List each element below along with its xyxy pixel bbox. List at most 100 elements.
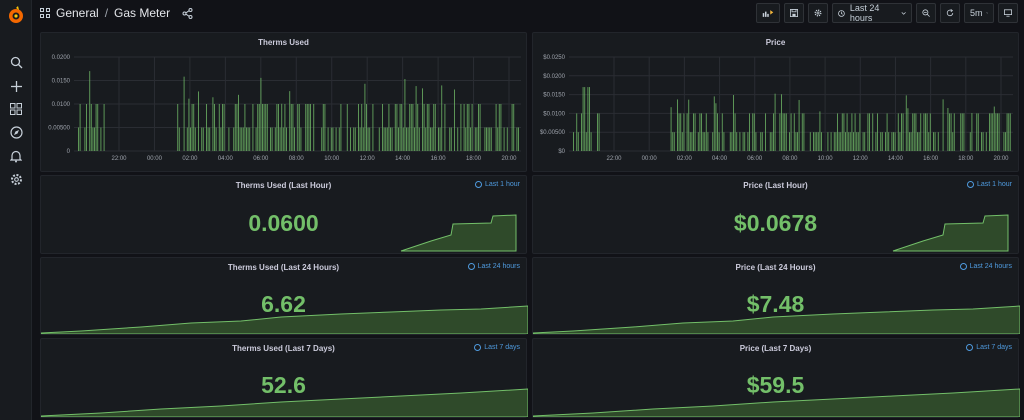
graph-bar — [426, 104, 428, 151]
graph-bar — [734, 113, 736, 151]
y-tick-label: $0.0250 — [543, 55, 565, 61]
graph-bar — [925, 113, 926, 151]
graph-bar — [186, 127, 188, 151]
graph-bar — [364, 83, 366, 151]
save-dashboard-button[interactable] — [784, 3, 804, 23]
graph-bar — [474, 127, 476, 151]
sparkline — [41, 388, 528, 417]
graph-bar — [279, 127, 281, 151]
graph-bar — [242, 127, 244, 151]
therms-used-panel: Therms Used 0.0200 0.0150 0.0100 0.00500 0 22… — [40, 32, 527, 172]
x-tick-label: 04:00 — [218, 156, 234, 162]
graph-bar — [937, 132, 939, 151]
graph-bar — [790, 113, 792, 151]
panel-title: Therms Used (Last 7 Days) — [232, 344, 335, 353]
breadcrumb-separator: / — [104, 6, 109, 20]
explore-icon[interactable] — [8, 124, 24, 140]
graph-bar — [712, 132, 714, 151]
graph-bar — [947, 107, 949, 151]
graph-bar — [255, 127, 257, 151]
dashboard-settings-button[interactable] — [808, 3, 828, 23]
graph-bar — [782, 113, 784, 151]
refresh-button[interactable] — [940, 3, 960, 23]
graph-bar — [223, 104, 225, 151]
dashboard-title[interactable]: Gas Meter — [114, 6, 171, 20]
tv-mode-button[interactable] — [998, 3, 1018, 23]
clock-icon — [467, 263, 475, 270]
graph-bar — [952, 132, 954, 151]
graph-bar — [412, 104, 414, 151]
search-icon[interactable] — [8, 54, 24, 70]
graph-bar — [809, 132, 811, 151]
time-range-picker[interactable]: Last 24 hours — [832, 3, 912, 23]
graph-bar — [781, 94, 782, 151]
graph-bar — [417, 104, 419, 151]
graph-bar — [718, 132, 720, 151]
x-tick-label: 12:00 — [360, 156, 376, 162]
graph-bar — [183, 76, 185, 151]
graph-bar — [257, 104, 259, 151]
graph-bar — [902, 113, 904, 151]
time-override-info[interactable]: Last 7 days — [966, 344, 1012, 351]
x-tick-label: 08:00 — [782, 156, 798, 162]
graph-bar — [581, 113, 582, 151]
add-panel-icon — [762, 9, 774, 17]
graph-bar — [378, 127, 380, 151]
plus-icon[interactable] — [8, 78, 24, 94]
graph-bar — [404, 79, 406, 151]
graph-bar — [739, 132, 741, 151]
breadcrumb-folder[interactable]: General — [56, 6, 99, 20]
time-override-info[interactable]: Last 1 hour — [966, 181, 1012, 188]
zoom-out-button[interactable] — [916, 3, 936, 23]
graph-bar — [423, 104, 425, 151]
graph-bar — [598, 113, 600, 151]
time-override-info[interactable]: Last 24 hours — [467, 263, 520, 270]
graph-bar — [918, 132, 920, 151]
graph-bar — [212, 97, 214, 151]
panel-title: Therms Used — [258, 38, 309, 47]
y-tick-label: 0.0200 — [52, 55, 71, 61]
graph-bar — [928, 132, 930, 151]
gear-icon[interactable] — [8, 171, 24, 187]
time-override-info[interactable]: Last 24 hours — [959, 263, 1012, 270]
graph-bar — [872, 113, 874, 151]
time-override-info[interactable]: Last 1 hour — [474, 181, 520, 188]
graph-bar — [817, 132, 819, 151]
graph-bar — [190, 127, 191, 151]
graph-bar — [262, 104, 263, 151]
graph-bar — [886, 113, 888, 151]
clock-icon — [966, 181, 974, 188]
graph-bar — [468, 104, 470, 151]
graph-bar — [953, 113, 955, 151]
graph-bar — [298, 104, 300, 151]
dashboards-icon[interactable] — [8, 101, 24, 117]
panel-title: Therms Used (Last Hour) — [235, 181, 332, 190]
graph-bar — [207, 127, 209, 151]
alert-bell-icon[interactable] — [8, 148, 24, 164]
graph-bar — [830, 132, 832, 151]
time-override-info[interactable]: Last 7 days — [474, 344, 520, 351]
graph-bar — [322, 104, 324, 151]
graph-bar — [265, 104, 267, 151]
graph-bar — [79, 104, 81, 151]
graph-bar — [585, 132, 587, 151]
graph-bar — [518, 127, 519, 151]
time-override-label: Last 24 hours — [969, 263, 1012, 270]
x-tick-label: 20:00 — [501, 156, 517, 162]
graph-bar — [857, 132, 859, 151]
graph-bar — [981, 132, 982, 151]
clock-icon — [474, 344, 482, 351]
graph-bar — [841, 113, 843, 151]
x-tick-label: 00:00 — [642, 156, 658, 162]
refresh-interval-picker[interactable]: 5m — [964, 3, 994, 23]
graph-bar — [992, 113, 994, 151]
dashboard-navbar: General / Gas Meter Last 24 hours 5m — [32, 0, 1024, 26]
graph-bar — [271, 127, 273, 151]
grafana-logo-icon[interactable] — [6, 5, 26, 25]
graph-bar — [985, 132, 987, 151]
graph-bar — [721, 113, 723, 151]
add-panel-button[interactable] — [756, 3, 780, 23]
x-tick-label: 04:00 — [712, 156, 728, 162]
graph-bar — [361, 104, 363, 151]
share-icon[interactable] — [182, 7, 193, 19]
